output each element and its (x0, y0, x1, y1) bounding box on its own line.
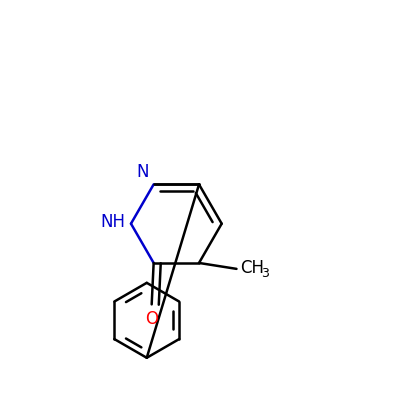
Text: 3: 3 (261, 267, 269, 280)
Text: CH: CH (240, 259, 264, 277)
Text: N: N (136, 163, 149, 181)
Text: O: O (145, 310, 158, 328)
Text: NH: NH (100, 213, 125, 231)
